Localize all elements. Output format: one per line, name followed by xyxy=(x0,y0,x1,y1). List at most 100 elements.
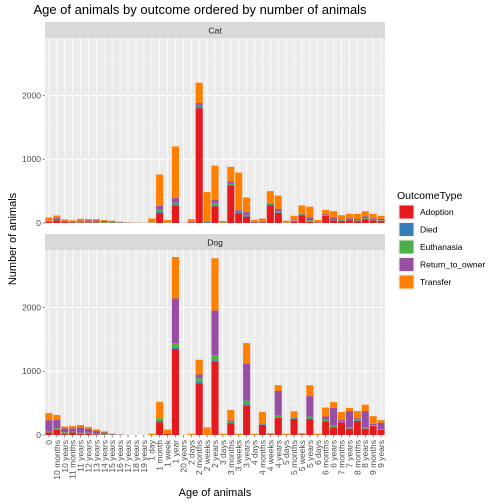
bar-segment-died xyxy=(306,418,314,420)
bar-segment-transfer xyxy=(266,433,274,435)
bar-segment-euthanasia xyxy=(258,423,266,425)
bar-segment-adoption xyxy=(274,212,282,223)
bar-segment-died xyxy=(211,360,219,362)
x-tick-label: 3 days xyxy=(218,440,228,465)
y-tick-label: 0 xyxy=(36,430,41,440)
bar-segment-transfer xyxy=(100,220,108,222)
bar-segment-euthanasia xyxy=(108,221,116,223)
x-tick-label: 20 years xyxy=(178,440,188,473)
facet-dog: Dog 0 1000 2000 xyxy=(22,234,385,440)
bar-segment-transfer xyxy=(235,433,243,435)
bar-segment-died xyxy=(227,422,235,424)
bar-segment-transfer xyxy=(369,416,377,424)
bar-segment-euthanasia xyxy=(77,221,85,223)
bar-segment-euthanasia xyxy=(92,433,100,435)
bar-segment-died xyxy=(156,211,164,213)
bar-segment-adoption xyxy=(322,215,330,223)
bar-segment-euthanasia xyxy=(266,203,274,205)
bar-segment-euthanasia xyxy=(203,221,211,223)
bar-segment-transfer xyxy=(322,209,330,215)
bar-segment-euthanasia xyxy=(330,425,338,428)
bar-segment-transfer xyxy=(77,218,85,221)
bar-segment-return-to-owner xyxy=(330,407,338,426)
bar-segment-return-to-owner xyxy=(298,213,306,215)
bar-segment-transfer xyxy=(243,343,251,364)
bar-segment-return-to-owner xyxy=(100,432,108,434)
y-tick-label: 2000 xyxy=(22,302,41,312)
bar-segment-return-to-owner xyxy=(377,422,385,430)
x-tick-label: 3 weeks xyxy=(234,440,244,471)
bar-segment-transfer xyxy=(227,410,235,421)
bar-segment-died xyxy=(243,404,251,406)
bar-segment-euthanasia xyxy=(156,418,164,421)
bar-segment-adoption xyxy=(306,221,314,223)
bar-segment-transfer xyxy=(274,195,282,209)
bar-segment-died xyxy=(243,215,251,217)
bar-segment-return-to-owner xyxy=(337,219,346,221)
bar-segment-adoption xyxy=(290,419,298,435)
bar-segment-euthanasia xyxy=(353,220,361,221)
bar-segment-transfer xyxy=(290,411,298,418)
bar-segment-euthanasia xyxy=(337,420,346,422)
bar-segment-transfer xyxy=(69,425,77,429)
bar-segment-euthanasia xyxy=(369,219,377,221)
bar-segment-adoption xyxy=(258,222,266,223)
x-tick-label: 9 years xyxy=(376,440,386,468)
chart-title: Age of animals by outcome ordered by num… xyxy=(33,2,367,17)
bar-segment-return-to-owner xyxy=(116,222,124,223)
bar-segment-transfer xyxy=(171,146,180,199)
bar-segment-died xyxy=(274,212,282,213)
bar-segment-adoption xyxy=(45,432,53,435)
bar-segment-transfer xyxy=(61,426,69,429)
bar-segment-adoption xyxy=(69,222,77,223)
bar-segment-transfer xyxy=(164,219,172,223)
x-tick-label: 5 weeks xyxy=(297,440,307,471)
bar-segment-return-to-owner xyxy=(195,374,203,379)
bar-segment-euthanasia xyxy=(69,431,77,433)
bar-segment-transfer xyxy=(92,429,100,432)
bar-segment-transfer xyxy=(353,411,361,419)
bar-segment-transfer xyxy=(306,385,314,397)
x-tick-label: 8 years xyxy=(360,440,370,468)
bar-segment-transfer xyxy=(53,215,61,219)
bar-segment-adoption xyxy=(258,424,266,435)
bar-segment-adoption xyxy=(45,221,53,223)
bar-segment-transfer xyxy=(187,433,195,435)
bar-segment-died xyxy=(258,424,266,425)
bar-segment-adoption xyxy=(211,206,219,223)
bar-segment-return-to-owner xyxy=(92,431,100,434)
bar-segment-return-to-owner xyxy=(84,220,93,222)
bar-segment-adoption xyxy=(361,428,369,435)
bar-segment-return-to-owner xyxy=(243,212,251,215)
bar-segment-adoption xyxy=(53,429,61,435)
x-tick-label: 0 xyxy=(44,440,54,445)
bar-segment-adoption xyxy=(369,220,377,223)
bar-segment-euthanasia xyxy=(84,221,93,223)
bar-segment-euthanasia xyxy=(100,433,108,435)
bar-segment-died xyxy=(156,420,164,423)
bar-segment-transfer xyxy=(345,407,353,412)
bar-segment-died xyxy=(195,382,203,384)
bar-segment-euthanasia xyxy=(361,218,369,219)
bar-segment-euthanasia xyxy=(361,427,369,429)
bar-segment-return-to-owner xyxy=(108,221,116,222)
bar-segment-return-to-owner xyxy=(45,420,53,431)
y-tick-label: 2000 xyxy=(22,90,41,100)
bar-segment-adoption xyxy=(61,222,69,223)
bar-segment-adoption xyxy=(61,433,69,435)
bar-segment-euthanasia xyxy=(227,183,235,185)
bar-segment-return-to-owner xyxy=(156,205,164,210)
bar-segment-return-to-owner xyxy=(290,220,298,221)
bar-segment-return-to-owner xyxy=(69,428,77,432)
bar-segment-adoption xyxy=(92,434,100,435)
bar-segment-euthanasia xyxy=(211,203,219,206)
bar-segment-transfer xyxy=(219,433,227,435)
bar-segment-return-to-owner xyxy=(171,198,180,203)
bar-segment-return-to-owner xyxy=(69,221,77,222)
bar-segment-return-to-owner xyxy=(108,433,116,435)
bar-segment-adoption xyxy=(227,186,235,223)
x-tick-label: 19 years xyxy=(139,440,149,473)
legend-swatch-transfer xyxy=(399,275,414,289)
bar-segment-adoption xyxy=(195,108,203,223)
